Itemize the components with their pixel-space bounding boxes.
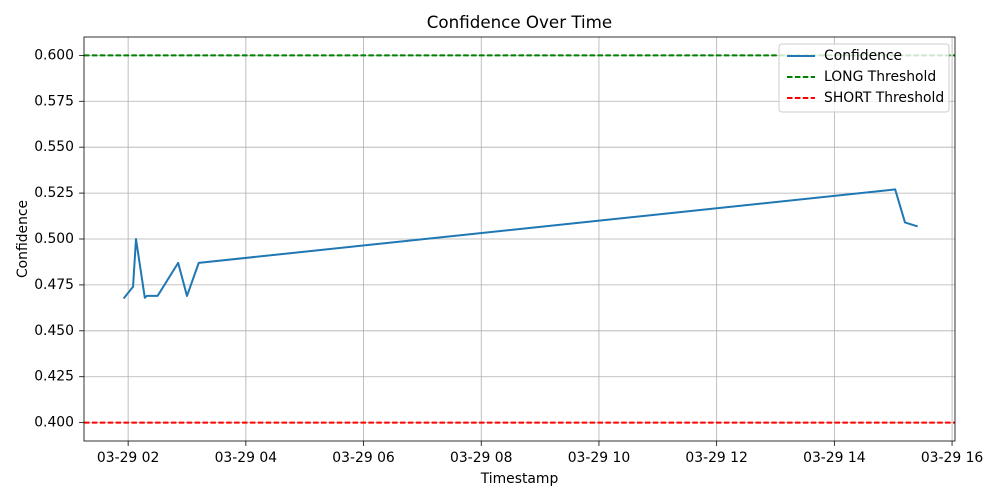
y-tick-label: 0.425	[34, 369, 74, 385]
y-tick-label: 0.450	[34, 323, 74, 339]
x-tick-label: 03-29 14	[803, 450, 866, 466]
series-layer	[122, 188, 919, 300]
y-tick-label: 0.575	[34, 93, 74, 109]
y-tick-label: 0.525	[34, 185, 74, 201]
y-tick-label: 0.600	[34, 47, 74, 63]
x-tick-label: 03-29 10	[568, 450, 630, 466]
x-tick-label: 03-29 02	[97, 450, 159, 466]
confidence-line	[122, 188, 919, 300]
y-tick-label: 0.550	[34, 139, 74, 155]
x-tick-label: 03-29 08	[450, 450, 512, 466]
x-axis-label: Timestamp	[480, 471, 559, 487]
y-tick-label: 0.500	[34, 231, 74, 247]
legend-label-long-threshold: LONG Threshold	[824, 69, 936, 85]
legend-frame	[778, 43, 950, 113]
legend: Confidence LONG Threshold SHORT Threshol…	[778, 43, 950, 113]
y-axis: 0.400 0.425 0.450 0.475 0.500 0.525 0.550 0.575…	[34, 47, 84, 431]
legend-label-confidence: Confidence	[824, 48, 902, 64]
x-tick-label: 03-29 16	[921, 450, 983, 466]
legend-label-short-threshold: SHORT Threshold	[824, 90, 944, 106]
x-axis: 03-29 02 03-29 04 03-29 06 03-29 08 03-29 10…	[97, 441, 983, 466]
y-tick-label: 0.475	[34, 277, 74, 293]
x-tick-label: 03-29 12	[685, 450, 747, 466]
y-axis-label: Confidence	[15, 200, 31, 278]
threshold-lines	[84, 54, 955, 424]
y-tick-label: 0.400	[34, 415, 74, 431]
chart-title: Confidence Over Time	[427, 12, 612, 32]
x-tick-label: 03-29 06	[332, 450, 394, 466]
x-tick-label: 03-29 04	[215, 450, 278, 466]
